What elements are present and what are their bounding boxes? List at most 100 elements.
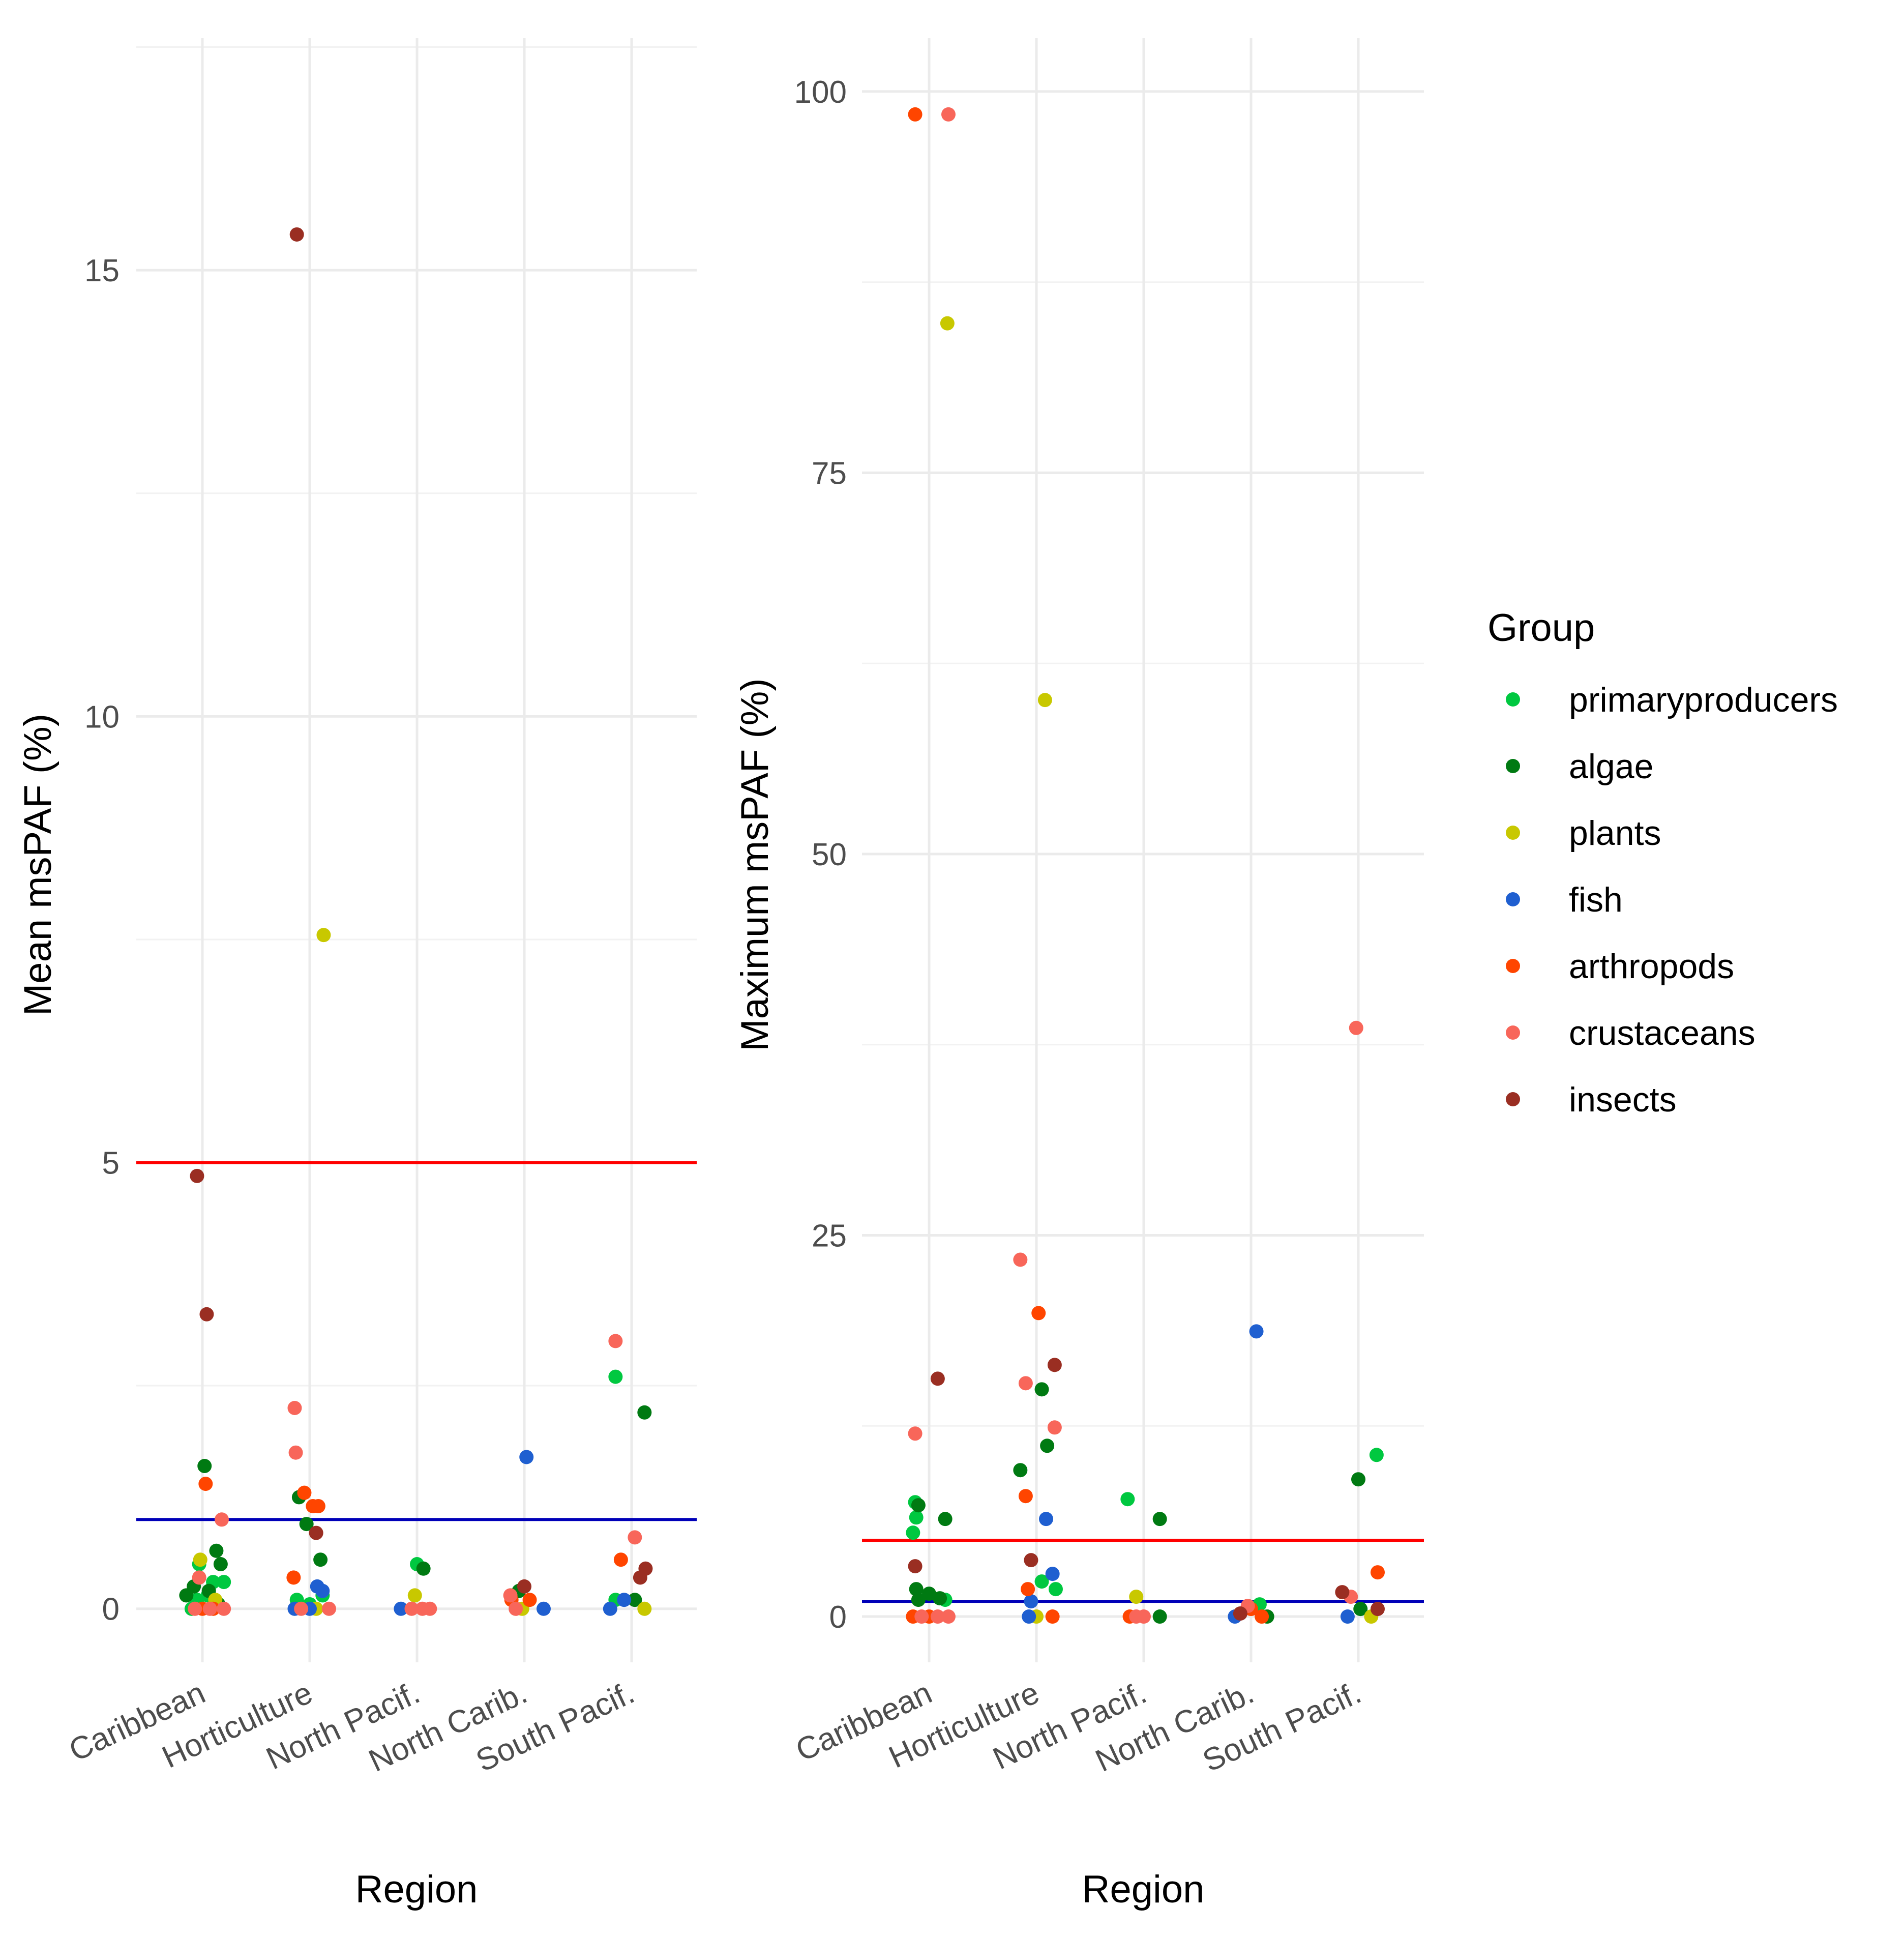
data-point-primaryproducers — [1048, 1582, 1063, 1597]
data-point-crustaceans — [404, 1601, 419, 1616]
data-point-arthropods — [198, 1477, 213, 1491]
data-point-insects — [199, 1307, 214, 1322]
x-axis-title: Region — [1082, 1868, 1205, 1911]
data-point-arthropods — [297, 1485, 312, 1500]
data-point-plants — [1037, 693, 1052, 708]
data-point-algae — [922, 1587, 936, 1601]
y-axis-title: Maximum msPAF (%) — [733, 678, 777, 1051]
data-point-algae — [1152, 1609, 1167, 1624]
data-point-fish — [603, 1601, 617, 1616]
data-point-crustaceans — [217, 1601, 231, 1616]
data-point-crustaceans — [503, 1588, 518, 1603]
data-point-algae — [416, 1561, 431, 1576]
data-point-plants — [940, 316, 955, 331]
legend-items: primaryproducers algae plants fish arthropod… — [1506, 681, 1838, 1119]
data-point-algae — [933, 1591, 947, 1606]
data-point-arthropods — [286, 1570, 301, 1585]
data-point-crustaceans — [423, 1601, 437, 1616]
data-point-insects — [517, 1579, 531, 1594]
data-point-fish — [1024, 1594, 1038, 1609]
data-point-insects — [190, 1168, 204, 1183]
legend-label-plants: plants — [1569, 814, 1661, 853]
data-point-crustaceans — [930, 1609, 945, 1624]
data-point-crustaceans — [1349, 1020, 1363, 1035]
data-point-algae — [909, 1582, 924, 1597]
data-point-algae — [1353, 1602, 1368, 1617]
data-point-crustaceans — [941, 1609, 956, 1624]
data-point-crustaceans — [628, 1530, 642, 1545]
y-tick-label: 100 — [794, 75, 847, 110]
legend: Group primaryproducers algae plants fish art… — [1488, 606, 1838, 1119]
legend-key-plants — [1506, 826, 1520, 840]
legend-key-arthropods — [1506, 959, 1520, 973]
legend-key-algae — [1506, 759, 1520, 773]
data-point-crustaceans — [1137, 1609, 1151, 1624]
data-point-crustaceans — [287, 1400, 302, 1415]
data-point-algae — [911, 1498, 926, 1513]
y-tick-label: 10 — [84, 699, 120, 735]
data-point-crustaceans — [941, 107, 956, 122]
data-point-insects — [930, 1371, 945, 1386]
data-point-fish — [1045, 1567, 1060, 1581]
legend-label-crustaceans: crustaceans — [1569, 1014, 1756, 1052]
data-point-primaryproducers — [1120, 1492, 1135, 1507]
data-point-algae — [299, 1517, 314, 1532]
data-point-algae — [938, 1512, 953, 1527]
data-point-insects — [1024, 1553, 1038, 1568]
data-point-crustaceans — [908, 1426, 923, 1441]
data-point-algae — [911, 1593, 926, 1607]
data-point-crustaceans — [288, 1445, 303, 1460]
data-point-primaryproducers — [909, 1510, 924, 1525]
x-axis-title: Region — [355, 1868, 478, 1911]
data-point-insects — [633, 1570, 647, 1585]
data-point-insects — [1047, 1358, 1062, 1372]
legend-title: Group — [1488, 606, 1595, 650]
data-point-insects — [1335, 1585, 1350, 1600]
legend-key-fish — [1506, 892, 1520, 906]
legend-label-algae: algae — [1569, 747, 1653, 786]
y-tick-label: 50 — [812, 837, 847, 872]
data-point-arthropods — [1018, 1489, 1033, 1504]
data-point-crustaceans — [188, 1601, 202, 1616]
legend-key-primaryproducers — [1506, 692, 1520, 707]
data-point-crustaceans — [294, 1601, 309, 1616]
data-point-primaryproducers — [1369, 1448, 1384, 1462]
data-point-plants — [407, 1588, 422, 1603]
data-point-algae — [628, 1593, 642, 1607]
data-point-fish — [1340, 1609, 1355, 1624]
data-point-arthropods — [1031, 1306, 1046, 1320]
legend-label-primaryproducers: primaryproducers — [1569, 681, 1838, 719]
data-point-insects — [1233, 1606, 1247, 1621]
y-tick-label: 75 — [812, 456, 847, 491]
data-point-plants — [193, 1552, 207, 1567]
data-point-crustaceans — [509, 1601, 523, 1616]
data-point-algae — [1351, 1472, 1365, 1487]
data-point-fish — [536, 1601, 551, 1616]
data-point-crustaceans — [1018, 1376, 1033, 1391]
data-point-fish — [1249, 1324, 1264, 1339]
data-point-plants — [637, 1601, 652, 1616]
y-tick-label: 15 — [84, 253, 120, 288]
data-point-fish — [315, 1583, 330, 1598]
data-point-arthropods — [522, 1593, 537, 1607]
data-point-algae — [1034, 1382, 1049, 1397]
data-point-crustaceans — [1013, 1252, 1028, 1267]
data-point-primaryproducers — [906, 1525, 920, 1540]
data-point-algae — [1013, 1463, 1028, 1478]
data-point-crustaceans — [1047, 1420, 1062, 1435]
data-point-arthropods — [1045, 1609, 1060, 1624]
data-point-arthropods — [908, 107, 923, 122]
data-point-algae — [209, 1543, 224, 1558]
data-point-algae — [313, 1552, 328, 1567]
data-point-insects — [1370, 1602, 1385, 1617]
data-point-arthropods — [311, 1499, 325, 1513]
legend-label-insects: insects — [1569, 1080, 1677, 1119]
data-point-primaryproducers — [608, 1369, 623, 1384]
data-point-plants — [1129, 1590, 1144, 1604]
legend-key-insects — [1506, 1092, 1520, 1106]
y-tick-label: 5 — [102, 1146, 120, 1181]
data-point-primaryproducers — [217, 1575, 231, 1590]
data-point-arthropods — [613, 1552, 628, 1567]
legend-label-arthropods: arthropods — [1569, 947, 1734, 986]
